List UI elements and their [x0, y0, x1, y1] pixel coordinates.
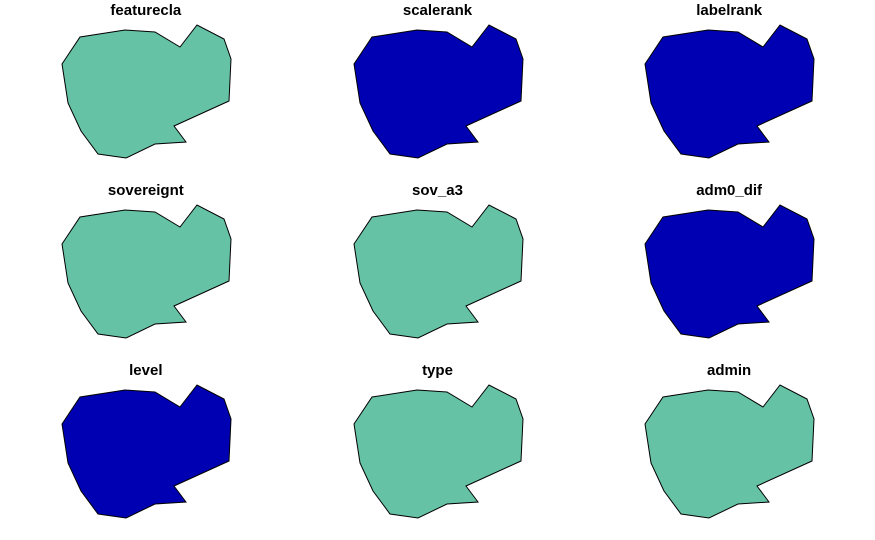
country-map [61, 384, 232, 519]
country-polygon [644, 204, 815, 339]
country-polygon [353, 24, 524, 159]
map-panel: admin [583, 360, 875, 540]
country-map [61, 24, 232, 159]
map-panel: level [0, 360, 292, 540]
map-panel: sovereignt [0, 180, 292, 360]
panel-title: scalerank [402, 2, 473, 19]
country-polygon [61, 204, 232, 339]
panel-title: adm0_dif [696, 182, 763, 199]
panel-title: admin [707, 362, 752, 379]
country-map [644, 24, 815, 159]
country-polygon [61, 24, 232, 159]
country-map [353, 204, 524, 339]
country-polygon [353, 204, 524, 339]
panel-title: labelrank [696, 2, 763, 19]
map-panel: adm0_dif [583, 180, 875, 360]
country-map [61, 204, 232, 339]
panel-title: type [422, 362, 453, 379]
map-panel: labelrank [583, 0, 875, 180]
country-polygon [353, 384, 524, 519]
map-panel: featurecla [0, 0, 292, 180]
country-polygon [644, 384, 815, 519]
panel-title: sovereignt [107, 182, 184, 199]
country-map [353, 24, 524, 159]
country-map [644, 384, 815, 519]
map-panel: sov_a3 [292, 180, 584, 360]
map-panel: type [292, 360, 584, 540]
country-polygon [61, 384, 232, 519]
panel-title: sov_a3 [412, 182, 463, 199]
country-map [353, 384, 524, 519]
country-map [644, 204, 815, 339]
panel-title: featurecla [110, 2, 182, 19]
country-polygon [644, 24, 815, 159]
map-panel: scalerank [292, 0, 584, 180]
panel-title: level [129, 362, 163, 379]
